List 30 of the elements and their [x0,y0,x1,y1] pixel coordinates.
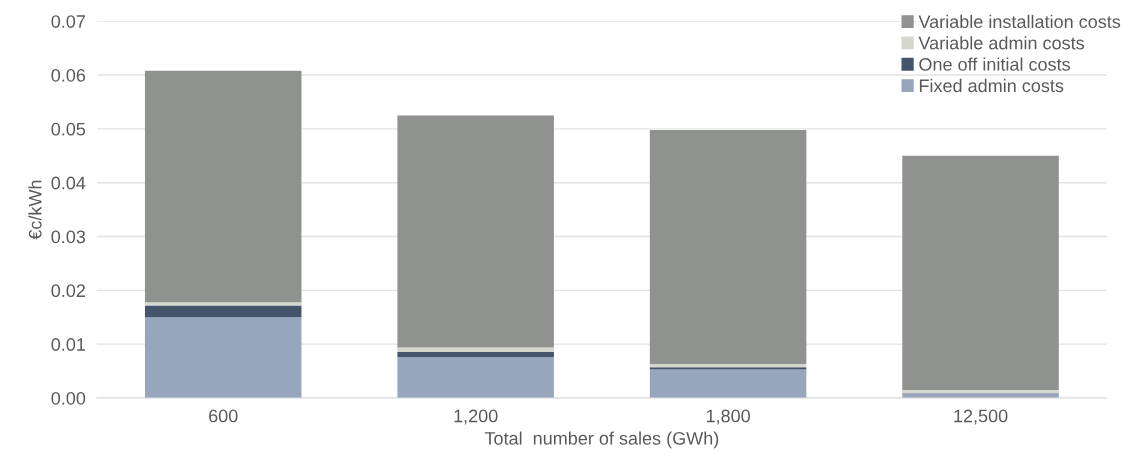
legend-label: One off initial costs [919,57,1070,71]
y-tick-label: 0.02 [51,284,85,298]
legend-label: Fixed admin costs [919,78,1064,93]
bar [144,70,302,303]
bar [397,351,554,358]
bar [649,129,807,365]
x-tick-label: 1,800 [706,409,750,425]
x-tick-label: 1,200 [454,409,498,425]
y-tick-label: 0.00 [51,391,86,405]
bar [397,347,554,352]
bar [397,115,554,348]
y-tick-label: 0.05 [51,122,86,136]
bar [144,305,302,318]
bar [902,389,1059,394]
y-tick-label: 0.06 [51,68,86,82]
x-tick-label: 600 [209,409,238,423]
y-axis-title: €c/kWh [28,180,42,240]
legend-label: Variable installation costs [918,14,1121,29]
x-tick-label: 12,500 [954,409,1008,425]
y-tick-label: 0.01 [51,338,85,351]
legend-label: Variable admin costs [918,36,1085,50]
y-tick-label: 0.04 [51,176,86,190]
bar [649,369,807,398]
y-tick-label: 0.03 [51,230,86,244]
bar [397,357,554,398]
x-axis-title: Total number of sales (GWh) [484,431,719,449]
bar [144,317,302,398]
y-tick-label: 0.07 [51,15,85,28]
bar [902,155,1059,390]
bar [144,302,302,306]
